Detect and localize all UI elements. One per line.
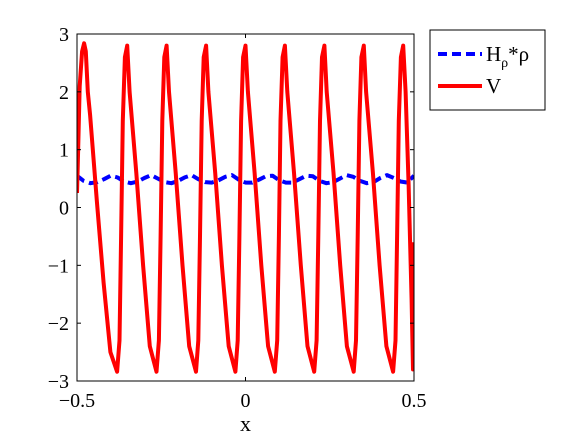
x-tick-label: 0 <box>241 390 251 412</box>
y-tick-label: −1 <box>48 255 69 277</box>
y-tick-label: 3 <box>59 24 69 46</box>
x-axis-label: x <box>240 411 251 436</box>
series-v-line <box>77 41 414 374</box>
x-tick-label: −0.5 <box>59 390 95 412</box>
series-h-rho-line <box>77 173 414 186</box>
legend: Hρ*ρ V <box>429 29 546 111</box>
y-tick-label: 0 <box>59 198 69 220</box>
legend-entry-label: V <box>486 74 501 98</box>
y-tick-label: −3 <box>48 371 69 393</box>
y-tick-label: 2 <box>59 82 69 104</box>
legend-entry-label: Hρ*ρ <box>486 42 529 71</box>
legend-box <box>429 29 546 111</box>
axes: −3 −2 −1 0 1 2 3 −0.5 0 0.5 <box>48 24 427 412</box>
y-tick-label: 1 <box>59 140 69 162</box>
y-tick-label: −2 <box>48 313 69 335</box>
plot-area <box>77 41 414 374</box>
x-tick-label: 0.5 <box>402 390 427 412</box>
